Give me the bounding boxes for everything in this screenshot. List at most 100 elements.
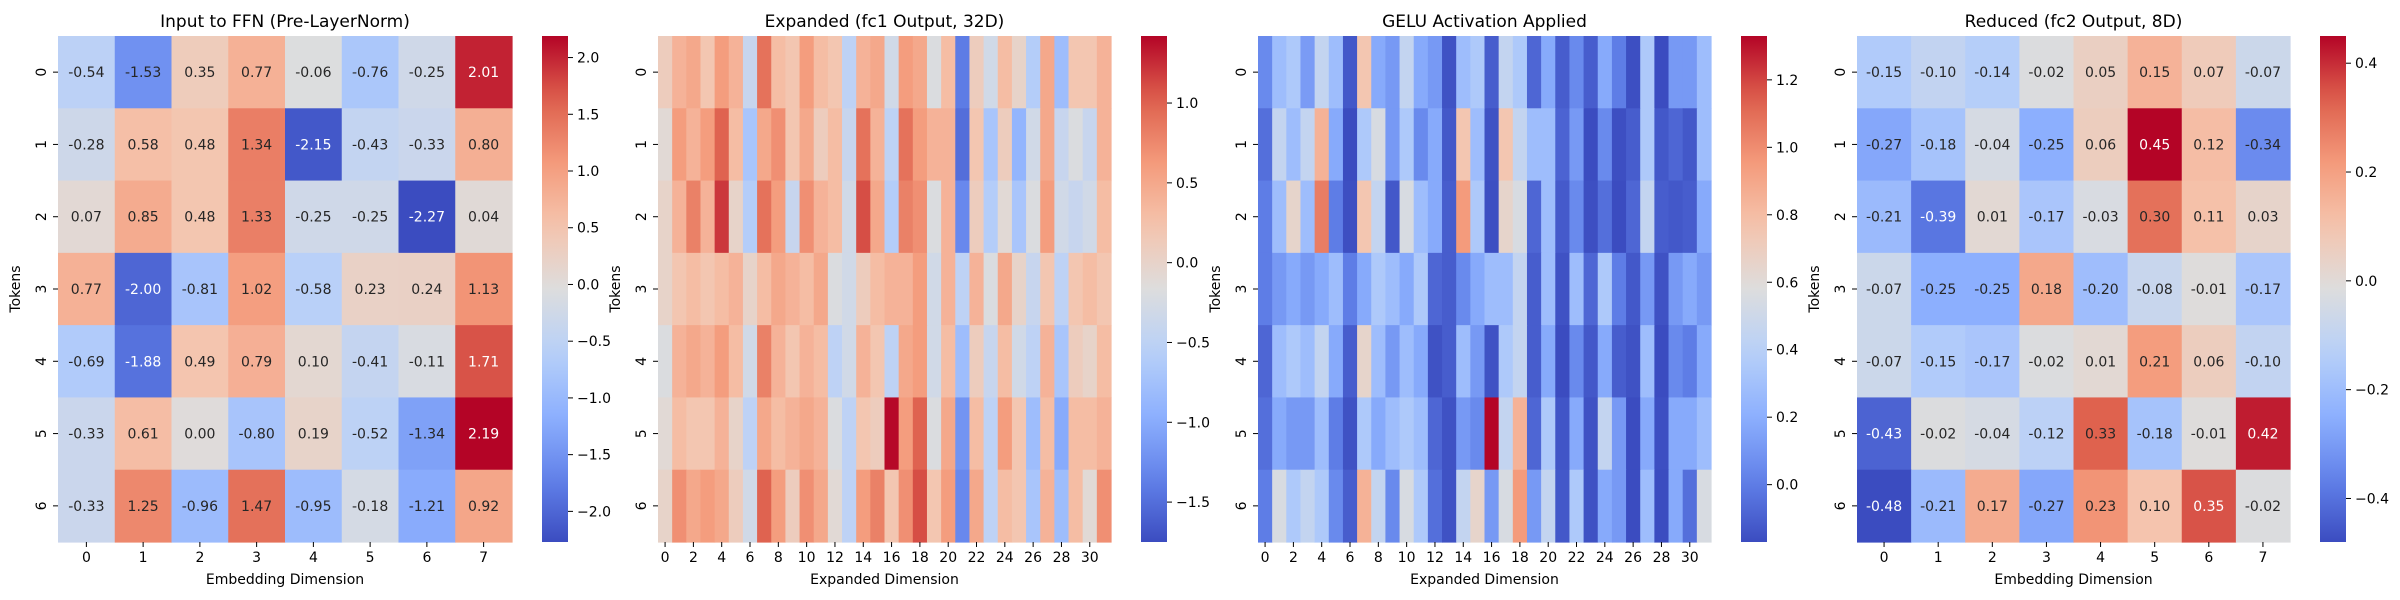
y-tick-label: 3 xyxy=(34,285,50,294)
heatmap-cell xyxy=(771,469,787,543)
heatmap-cell xyxy=(1640,252,1655,326)
heatmap-cell xyxy=(870,397,886,471)
chart-title: GELU Activation Applied xyxy=(1382,12,1587,32)
y-tick-label: 2 xyxy=(634,212,650,221)
heatmap-cell xyxy=(1427,252,1443,326)
heatmap-cell xyxy=(856,325,871,399)
heatmap-cell xyxy=(997,180,1013,254)
heatmap-cell xyxy=(714,108,730,182)
heatmap-cell xyxy=(1371,397,1387,471)
colorbar-tick-label: −0.5 xyxy=(577,334,611,350)
heatmap-cell xyxy=(1484,469,1500,543)
cell-label: -0.43 xyxy=(352,137,388,153)
heatmap-cell xyxy=(757,36,772,109)
cell-label: -0.01 xyxy=(2191,282,2227,298)
cell-label: -0.39 xyxy=(1920,210,1956,226)
heatmap-cell xyxy=(1026,469,1041,543)
heatmap-cell xyxy=(926,325,942,399)
cell-label: -0.25 xyxy=(1920,282,1956,298)
heatmap-cell xyxy=(1399,180,1415,254)
heatmap-cell xyxy=(1300,325,1316,399)
heatmap-cell xyxy=(341,325,400,399)
heatmap-cell xyxy=(171,469,229,543)
heatmap-cell xyxy=(228,36,286,109)
cell-label: 2.01 xyxy=(468,65,499,81)
heatmap-cell xyxy=(827,469,843,543)
heatmap-cell xyxy=(1442,108,1457,182)
x-tick-label: 22 xyxy=(968,550,986,566)
x-axis-label: Expanded Dimension xyxy=(810,572,959,588)
heatmap-cell xyxy=(813,397,829,471)
heatmap-cell xyxy=(728,325,744,399)
y-axis-label: Tokens xyxy=(608,265,624,313)
heatmap-cell xyxy=(1082,180,1098,254)
y-tick-label: 2 xyxy=(34,212,50,221)
heatmap-cell xyxy=(171,180,229,254)
heatmap-cell xyxy=(1371,252,1387,326)
heatmap-cell xyxy=(58,180,116,254)
heatmap-cell xyxy=(1654,180,1670,254)
heatmap-cell xyxy=(1082,397,1098,471)
cell-label: -0.20 xyxy=(2082,282,2118,298)
cell-label: -0.27 xyxy=(1866,137,1902,153)
heatmap-cell xyxy=(1300,469,1316,543)
heatmap-cell xyxy=(58,325,116,399)
heatmap-cell xyxy=(1314,180,1330,254)
colorbar-tick-label: 0.0 xyxy=(2355,274,2377,290)
heatmap-cell xyxy=(1965,325,2020,399)
cell-label: -0.27 xyxy=(2028,499,2064,515)
heatmap-cell xyxy=(1857,180,1912,254)
heatmap-cell xyxy=(1611,180,1627,254)
heatmap-cell xyxy=(1272,108,1287,182)
heatmap-cell xyxy=(1026,252,1041,326)
heatmap-cell xyxy=(1082,325,1098,399)
heatmap-cell xyxy=(1082,36,1098,109)
cell-label: 0.03 xyxy=(2247,210,2278,226)
cell-label: 1.33 xyxy=(241,210,272,226)
chart-title: Expanded (fc1 Output, 32D) xyxy=(765,12,1005,32)
heatmap-cell xyxy=(2181,469,2237,543)
cell-label: 1.47 xyxy=(241,499,272,515)
heatmap-cell xyxy=(1300,108,1316,182)
cell-label: 0.06 xyxy=(2085,137,2116,153)
heatmap-cell xyxy=(799,397,815,471)
heatmap-cell xyxy=(1470,180,1486,254)
y-tick-label: 1 xyxy=(1234,140,1250,149)
heatmap-cell xyxy=(1413,36,1429,109)
heatmap-cell xyxy=(700,469,716,543)
heatmap-cell xyxy=(1857,325,1912,399)
cell-label: 0.77 xyxy=(241,65,272,81)
cell-label: -0.25 xyxy=(2028,137,2064,153)
heatmap-cell xyxy=(1272,36,1287,109)
heatmap-cell xyxy=(2181,108,2237,182)
heatmap-cell xyxy=(1498,397,1514,471)
heatmap-cell xyxy=(1498,252,1514,326)
heatmap-cell xyxy=(1258,397,1273,471)
heatmap-cell xyxy=(884,180,900,254)
heatmap-cell xyxy=(1427,108,1443,182)
cell-label: 1.02 xyxy=(241,282,272,298)
heatmap-cell xyxy=(856,108,871,182)
heatmap-cell xyxy=(842,397,857,471)
heatmap-cell xyxy=(771,252,787,326)
cell-label: 0.07 xyxy=(71,210,102,226)
heatmap-cell xyxy=(285,180,343,254)
heatmap-cell xyxy=(398,469,456,543)
heatmap-cell xyxy=(714,180,730,254)
heatmap-cell xyxy=(842,36,857,109)
heatmap-cell xyxy=(1470,469,1486,543)
heatmap-cell xyxy=(1054,469,1070,543)
cell-label: -2.00 xyxy=(125,282,161,298)
heatmap-cell xyxy=(1857,469,1912,543)
heatmap-cell xyxy=(728,469,744,543)
cell-label: 0.01 xyxy=(1977,210,2008,226)
heatmap-cell xyxy=(1682,325,1698,399)
heatmap-cell xyxy=(1569,180,1585,254)
heatmap-cell xyxy=(1541,397,1556,471)
heatmap-cell xyxy=(1668,36,1684,109)
heatmap-cell xyxy=(285,469,343,543)
heatmap-cell xyxy=(1696,252,1712,326)
heatmap-cell xyxy=(1470,325,1486,399)
heatmap-cell xyxy=(2235,252,2291,326)
heatmap-cell xyxy=(58,469,116,543)
